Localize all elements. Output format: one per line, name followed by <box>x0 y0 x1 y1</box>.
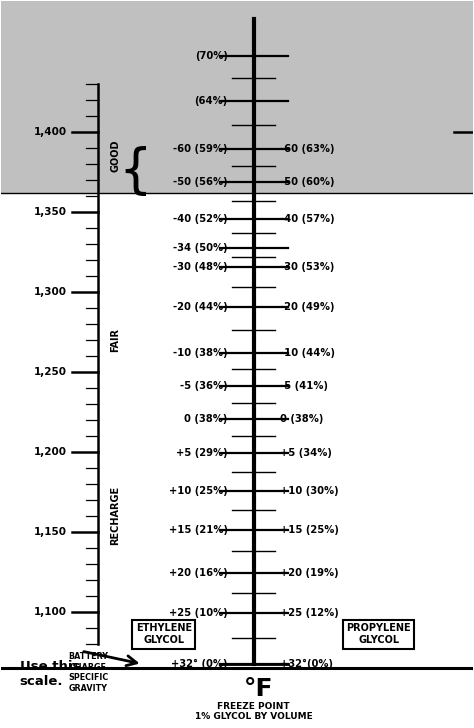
Text: PROPYLENE
GLYCOL: PROPYLENE GLYCOL <box>346 623 411 645</box>
Bar <box>0 1 474 193</box>
Text: -40 (52%): -40 (52%) <box>173 214 228 223</box>
Text: 1,150: 1,150 <box>34 527 67 537</box>
Text: +15 (25%): +15 (25%) <box>280 525 338 534</box>
Text: +5 (34%): +5 (34%) <box>280 448 331 458</box>
Text: Use this
scale.: Use this scale. <box>19 660 80 687</box>
Text: 1,350: 1,350 <box>34 207 67 217</box>
Text: 0 (38%): 0 (38%) <box>280 414 323 424</box>
Text: FREEZE POINT
1% GLYCOL BY VOLUME: FREEZE POINT 1% GLYCOL BY VOLUME <box>195 702 312 721</box>
Text: -10 (38%): -10 (38%) <box>173 348 228 358</box>
Text: -60 (63%): -60 (63%) <box>280 144 334 154</box>
Text: -34 (50%): -34 (50%) <box>173 242 228 253</box>
Text: +10 (25%): +10 (25%) <box>169 486 228 496</box>
Text: +20 (19%): +20 (19%) <box>280 568 338 577</box>
Text: 0 (38%): 0 (38%) <box>184 414 228 424</box>
Text: 1,200: 1,200 <box>34 447 67 457</box>
Text: 1,250: 1,250 <box>34 367 67 377</box>
Text: +20 (16%): +20 (16%) <box>169 568 228 577</box>
Text: -60 (59%): -60 (59%) <box>173 144 228 154</box>
Text: -40 (57%): -40 (57%) <box>280 214 334 223</box>
Text: -20 (44%): -20 (44%) <box>173 302 228 312</box>
Text: -10 (44%): -10 (44%) <box>280 348 335 358</box>
Text: ETHYLENE
GLYCOL: ETHYLENE GLYCOL <box>136 623 192 645</box>
Text: (64%): (64%) <box>194 96 228 106</box>
Text: +15 (21%): +15 (21%) <box>169 525 228 534</box>
Text: 1,100: 1,100 <box>34 606 67 617</box>
Text: FAIR: FAIR <box>110 328 120 352</box>
Text: +32° (0%): +32° (0%) <box>171 659 228 669</box>
Text: +10 (30%): +10 (30%) <box>280 486 338 496</box>
Text: -5 (41%): -5 (41%) <box>280 381 328 391</box>
Text: °F: °F <box>244 677 273 701</box>
Text: -30 (53%): -30 (53%) <box>280 261 334 272</box>
Text: +5 (29%): +5 (29%) <box>176 448 228 458</box>
Text: 1,400: 1,400 <box>34 127 67 137</box>
Text: BATTERY
CHARGE
SPECIFIC
GRAVITY: BATTERY CHARGE SPECIFIC GRAVITY <box>68 652 108 692</box>
Text: +25 (10%): +25 (10%) <box>169 607 228 617</box>
Text: 1,300: 1,300 <box>34 287 67 297</box>
Text: +32°(0%): +32°(0%) <box>280 659 333 669</box>
Text: {: { <box>118 146 152 198</box>
Text: -20 (49%): -20 (49%) <box>280 302 334 312</box>
Text: -50 (56%): -50 (56%) <box>173 178 228 187</box>
Text: RECHARGE: RECHARGE <box>110 486 120 545</box>
Text: (70%): (70%) <box>195 51 228 61</box>
Text: -50 (60%): -50 (60%) <box>280 178 334 187</box>
Text: -30 (48%): -30 (48%) <box>173 261 228 272</box>
Text: GOOD: GOOD <box>110 140 120 173</box>
Text: +25 (12%): +25 (12%) <box>280 607 338 617</box>
Text: -5 (36%): -5 (36%) <box>180 381 228 391</box>
